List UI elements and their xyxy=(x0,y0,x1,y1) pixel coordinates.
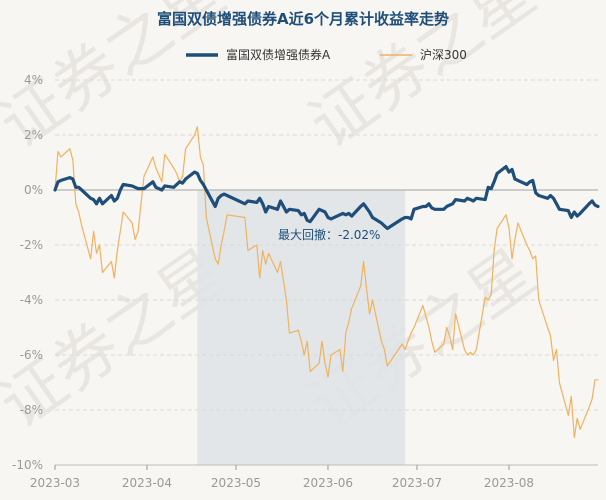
y-axis-ticks: 4% 2% 0% -2% -4% -6% -8% -10% xyxy=(12,73,43,472)
y-tick-label: -10% xyxy=(12,458,43,472)
series-line-csi300 xyxy=(54,126,599,439)
x-tick-label: 2023-07 xyxy=(392,476,442,490)
chart-title: 富国双债增强债券A近6个月累计收益率走势 xyxy=(157,10,449,28)
x-tick-label: 2023-08 xyxy=(484,476,534,490)
x-tick-label: 2023-05 xyxy=(211,476,261,490)
y-tick-label: -6% xyxy=(20,348,43,362)
y-tick-label: -2% xyxy=(20,238,43,252)
series-line-fund xyxy=(53,165,600,231)
x-tick-label: 2023-04 xyxy=(122,476,172,490)
x-tick-label: 2023-03 xyxy=(30,476,80,490)
series-lines xyxy=(53,126,600,439)
legend: 富国双债增强债券A 沪深300 xyxy=(186,47,467,62)
max-drawdown-annotation: 最大回撤：-2.02% xyxy=(278,227,380,242)
x-tick-label: 2023-06 xyxy=(303,476,353,490)
y-tick-label: -8% xyxy=(20,403,43,417)
y-tick-label: 2% xyxy=(24,128,43,142)
y-tick-label: 4% xyxy=(24,73,43,87)
y-tick-label: 0% xyxy=(24,183,43,197)
max-drawdown-band xyxy=(197,190,406,465)
legend-label-fund: 富国双债增强债券A xyxy=(226,47,331,62)
horizontal-gridlines xyxy=(55,79,598,466)
y-tick-label: -4% xyxy=(20,293,43,307)
x-axis-ticks: 2023-03 2023-04 2023-05 2023-06 2023-07 2023-… xyxy=(30,464,598,490)
legend-label-csi300: 沪深300 xyxy=(420,48,467,62)
